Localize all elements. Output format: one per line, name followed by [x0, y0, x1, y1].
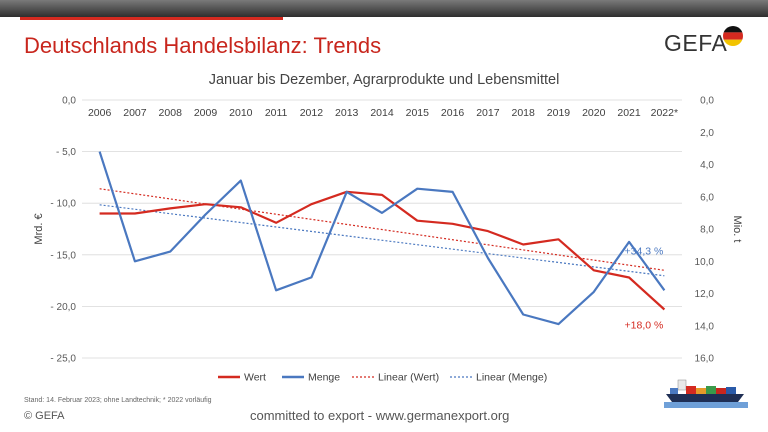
x-tick-label: 2016 — [441, 107, 465, 119]
x-tick-label: 2019 — [547, 107, 571, 119]
x-tick-label: 2009 — [194, 107, 218, 119]
y-tick-label: 0,0 — [62, 96, 76, 107]
y2-tick-label: 14,0 — [695, 321, 715, 332]
y-tick-label: - 20,0 — [50, 302, 76, 313]
y2-tick-label: 6,0 — [700, 192, 714, 203]
legend-label: Linear (Menge) — [476, 372, 547, 384]
legend-label: Wert — [244, 372, 266, 384]
y2-tick-label: 2,0 — [700, 128, 714, 139]
chart-subtitle: Januar bis Dezember, Agrarprodukte und L… — [208, 72, 560, 88]
legend-label: Menge — [308, 372, 340, 384]
annotation-label: +34,3 % — [625, 245, 664, 257]
x-tick-label: 2014 — [370, 107, 394, 119]
trendline — [99, 188, 665, 271]
flag-globe-icon — [723, 26, 743, 46]
x-tick-label: 2007 — [123, 107, 147, 119]
trendline — [99, 204, 665, 277]
x-tick-label: 2012 — [300, 107, 324, 119]
y2-axis-label: Mio. t — [731, 216, 743, 243]
y2-tick-label: 0,0 — [700, 96, 714, 107]
y-axis-label: Mrd. € — [33, 213, 45, 244]
y-tick-label: - 25,0 — [50, 354, 76, 365]
accent-line — [20, 17, 283, 20]
container-ship-icon — [664, 379, 748, 408]
y2-tick-label: 4,0 — [700, 160, 714, 171]
x-tick-label: 2011 — [265, 107, 288, 119]
copyright: © GEFA — [24, 410, 65, 422]
legend-label: Linear (Wert) — [378, 372, 439, 384]
y-tick-label: - 15,0 — [50, 250, 76, 261]
y2-tick-label: 12,0 — [695, 289, 715, 300]
series-line-menge — [98, 151, 666, 326]
top-bar — [0, 0, 768, 17]
x-tick-label: 2008 — [159, 107, 183, 119]
tagline: committed to export - www.germanexport.o… — [250, 408, 510, 423]
page-title: Deutschlands Handelsbilanz: Trends — [24, 33, 382, 58]
annotation-label: +18,0 % — [625, 319, 664, 331]
y2-tick-label: 10,0 — [695, 257, 715, 268]
x-tick-label: 2018 — [511, 107, 535, 119]
x-tick-label: 2020 — [582, 107, 606, 119]
footnote: Stand: 14. Februar 2023; ohne Landtechni… — [24, 397, 212, 404]
x-tick-label: 2017 — [476, 107, 500, 119]
y2-tick-label: 16,0 — [695, 354, 715, 365]
x-tick-label: 2010 — [229, 107, 253, 119]
y2-tick-label: 8,0 — [700, 225, 714, 236]
x-tick-label: 2006 — [88, 107, 112, 119]
y-tick-label: - 10,0 — [50, 199, 76, 210]
series-line-wert — [99, 190, 666, 311]
x-tick-label: 2015 — [406, 107, 430, 119]
x-tick-label: 2013 — [335, 107, 359, 119]
y-tick-label: - 5,0 — [56, 147, 76, 158]
x-tick-label: 2022* — [651, 107, 678, 119]
brand-logo-text: GEFA — [664, 30, 728, 56]
x-tick-label: 2021 — [617, 107, 641, 119]
